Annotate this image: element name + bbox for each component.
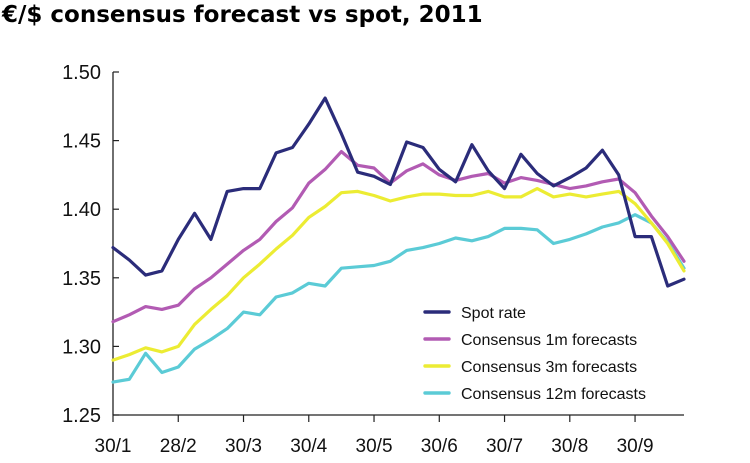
x-tick-label: 30/8 [551, 436, 588, 457]
chart-title: €/$ consensus forecast vs spot, 2011 [2, 2, 483, 28]
x-tick-label: 30/4 [290, 436, 327, 457]
y-tick-label: 1.40 [62, 199, 101, 221]
y-tick-label: 1.35 [62, 268, 101, 290]
y-tick-label: 1.30 [62, 336, 101, 358]
x-tick-label: 30/5 [356, 436, 393, 457]
x-tick-label: 30/6 [421, 436, 458, 457]
series-line-consensus-1m-forecasts [111, 150, 686, 324]
series-line-consensus-3m-forecasts [111, 187, 686, 362]
legend-label: Consensus 12m forecasts [461, 386, 646, 403]
x-tick-label: 30/9 [617, 436, 654, 457]
chart-axes: 1.25 1.30 1.35 1.40 1.45 1.50 30/1 28/2 30/3 30/4… [62, 62, 684, 457]
series-line-spot-rate [111, 96, 686, 288]
legend-label: Consensus 1m forecasts [461, 332, 637, 349]
x-tick-label: 30/1 [95, 436, 132, 457]
y-tick-label: 1.45 [62, 131, 101, 153]
series-line-consensus-12m-forecasts [111, 213, 686, 384]
x-tick-label: 28/2 [160, 436, 197, 457]
y-tick-label: 1.25 [62, 405, 101, 427]
y-tick-label: 1.50 [62, 62, 101, 84]
x-tick-label: 30/3 [225, 436, 262, 457]
legend-label: Spot rate [461, 305, 526, 322]
chart-legend: Spot rate Consensus 1m forecasts Consensus… [423, 305, 646, 403]
x-tick-label: 30/7 [486, 436, 523, 457]
series-layer [111, 96, 686, 384]
legend-label: Consensus 3m forecasts [461, 359, 637, 376]
